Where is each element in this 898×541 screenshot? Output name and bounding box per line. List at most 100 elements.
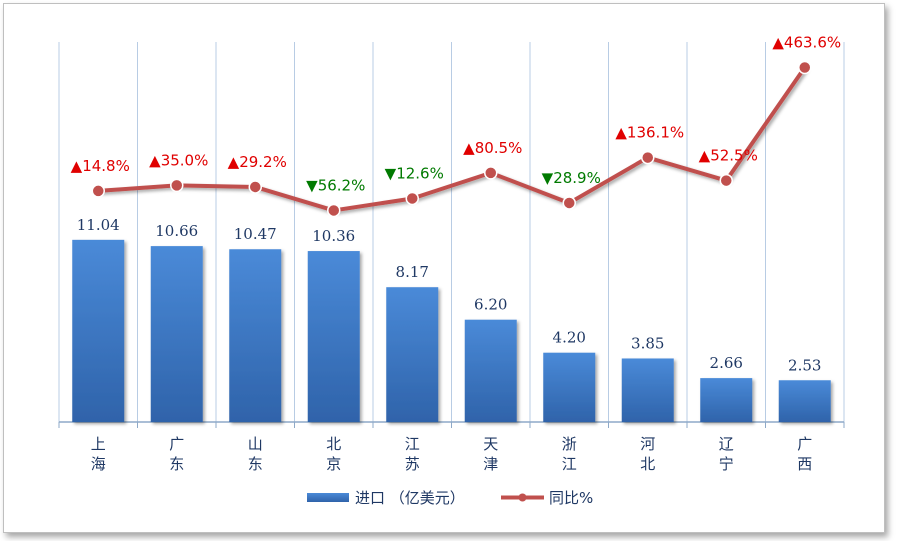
category-label: 东 xyxy=(169,455,184,473)
category-label: 苏 xyxy=(405,455,420,473)
line-point xyxy=(91,184,105,198)
up-arrow-icon: ▲ xyxy=(71,157,83,175)
percent-label-text: ▲29.2% xyxy=(228,153,287,171)
category-label: 广 xyxy=(797,435,812,453)
bar-value-label: 10.36 xyxy=(312,227,355,245)
percent-label-text: ▲136.1% xyxy=(615,124,684,142)
up-arrow-icon: ▲ xyxy=(228,153,240,171)
bar xyxy=(700,378,753,422)
percent-label-text: ▲52.5% xyxy=(699,147,758,165)
legend-line-marker xyxy=(518,493,527,502)
line-series xyxy=(91,60,812,218)
bar-value-label: 2.66 xyxy=(710,354,743,372)
percent-label: ▲14.8% xyxy=(71,157,130,175)
percent-label-text: ▼12.6% xyxy=(385,164,444,182)
category-label: 山 xyxy=(248,435,263,453)
legend: 进口 （亿美元） 同比% xyxy=(307,489,593,507)
bar xyxy=(150,246,203,422)
category-label: 北 xyxy=(640,455,655,473)
percent-label-text: ▼56.2% xyxy=(306,176,365,194)
bar-value-label: 8.17 xyxy=(396,263,429,281)
up-arrow-icon: ▲ xyxy=(699,147,711,165)
percent-value: 12.6% xyxy=(396,164,444,182)
line-point xyxy=(562,196,576,210)
legend-line-label: 同比% xyxy=(549,489,593,507)
percent-value: 35.0% xyxy=(161,151,209,169)
bar-value-label: 4.20 xyxy=(553,329,586,347)
bar-value-labels: 11.04 10.66 10.47 10.36 8.17 6.20 4.20 3.85 2.66… xyxy=(77,216,822,374)
percent-value: 28.9% xyxy=(553,169,601,187)
percent-label: ▼12.6% xyxy=(385,164,444,182)
yoy-line xyxy=(98,66,807,213)
chart: 11.04 10.66 10.47 10.36 8.17 6.20 4.20 3.85 2.66… xyxy=(58,34,845,507)
percent-label: ▲463.6% xyxy=(772,34,841,52)
legend-bar-label: 进口 （亿美元） xyxy=(355,489,465,507)
line-point xyxy=(405,191,419,206)
bar-value-label: 11.04 xyxy=(77,216,120,234)
category-label: 浙 xyxy=(562,435,577,453)
bar-value-label: 10.66 xyxy=(155,222,198,240)
bar xyxy=(464,319,517,422)
category-label: 东 xyxy=(248,455,263,473)
category-label: 津 xyxy=(483,455,498,473)
percent-label-text: ▼28.9% xyxy=(542,169,601,187)
percent-label: ▼56.2% xyxy=(306,176,365,194)
percent-value: 136.1% xyxy=(627,124,684,142)
percent-value: 80.5% xyxy=(475,139,523,157)
category-label: 江 xyxy=(405,435,420,453)
line-point xyxy=(798,60,812,75)
category-label: 上 xyxy=(91,435,106,453)
bar xyxy=(72,239,125,422)
category-label: 京 xyxy=(326,455,341,473)
up-arrow-icon: ▲ xyxy=(772,34,784,52)
legend-bar-swatch xyxy=(307,493,349,502)
bar xyxy=(307,251,360,422)
bar-value-label: 10.47 xyxy=(234,225,277,243)
bar xyxy=(621,358,674,422)
category-label: 江 xyxy=(562,455,577,473)
down-arrow-icon: ▼ xyxy=(306,176,318,194)
bar-series xyxy=(72,239,831,422)
down-arrow-icon: ▼ xyxy=(385,164,397,182)
category-label: 辽 xyxy=(719,435,734,453)
percent-label: ▲136.1% xyxy=(615,124,684,142)
bar xyxy=(543,352,596,422)
bar xyxy=(386,287,439,422)
bar-value-label: 3.85 xyxy=(631,334,664,352)
percent-label-text: ▲463.6% xyxy=(772,34,841,52)
percent-value: 463.6% xyxy=(784,34,841,52)
line-point xyxy=(327,203,341,218)
category-label: 河 xyxy=(640,435,655,453)
percent-value: 29.2% xyxy=(239,153,287,171)
chart-frame: 11.04 10.66 10.47 10.36 8.17 6.20 4.20 3.85 2.66… xyxy=(3,3,885,533)
percent-value: 14.8% xyxy=(82,157,130,175)
bar-value-label: 6.20 xyxy=(474,296,507,314)
percent-value: 52.5% xyxy=(710,147,758,165)
category-label: 广 xyxy=(169,435,184,453)
category-label: 海 xyxy=(91,455,106,473)
up-arrow-icon: ▲ xyxy=(615,124,627,142)
category-label: 天 xyxy=(483,435,498,453)
category-label: 西 xyxy=(797,455,812,473)
line-point xyxy=(641,150,655,165)
percent-label: ▲29.2% xyxy=(228,153,287,171)
percent-label: ▲80.5% xyxy=(463,139,522,157)
category-label: 北 xyxy=(326,435,341,453)
line-point xyxy=(170,178,184,193)
down-arrow-icon: ▼ xyxy=(542,169,554,187)
line-point xyxy=(248,180,262,194)
line-point xyxy=(719,173,733,188)
percent-value: 56.2% xyxy=(318,176,366,194)
category-label: 宁 xyxy=(719,455,734,473)
up-arrow-icon: ▲ xyxy=(149,151,161,169)
percent-label: ▲35.0% xyxy=(149,151,208,169)
percent-label-text: ▲80.5% xyxy=(463,139,522,157)
percent-label: ▲52.5% xyxy=(699,147,758,165)
percent-label-text: ▲14.8% xyxy=(71,157,130,175)
percent-label: ▼28.9% xyxy=(542,169,601,187)
up-arrow-icon: ▲ xyxy=(463,139,475,157)
line-point xyxy=(484,166,498,180)
percent-label-text: ▲35.0% xyxy=(149,151,208,169)
bar-value-label: 2.53 xyxy=(788,356,821,374)
